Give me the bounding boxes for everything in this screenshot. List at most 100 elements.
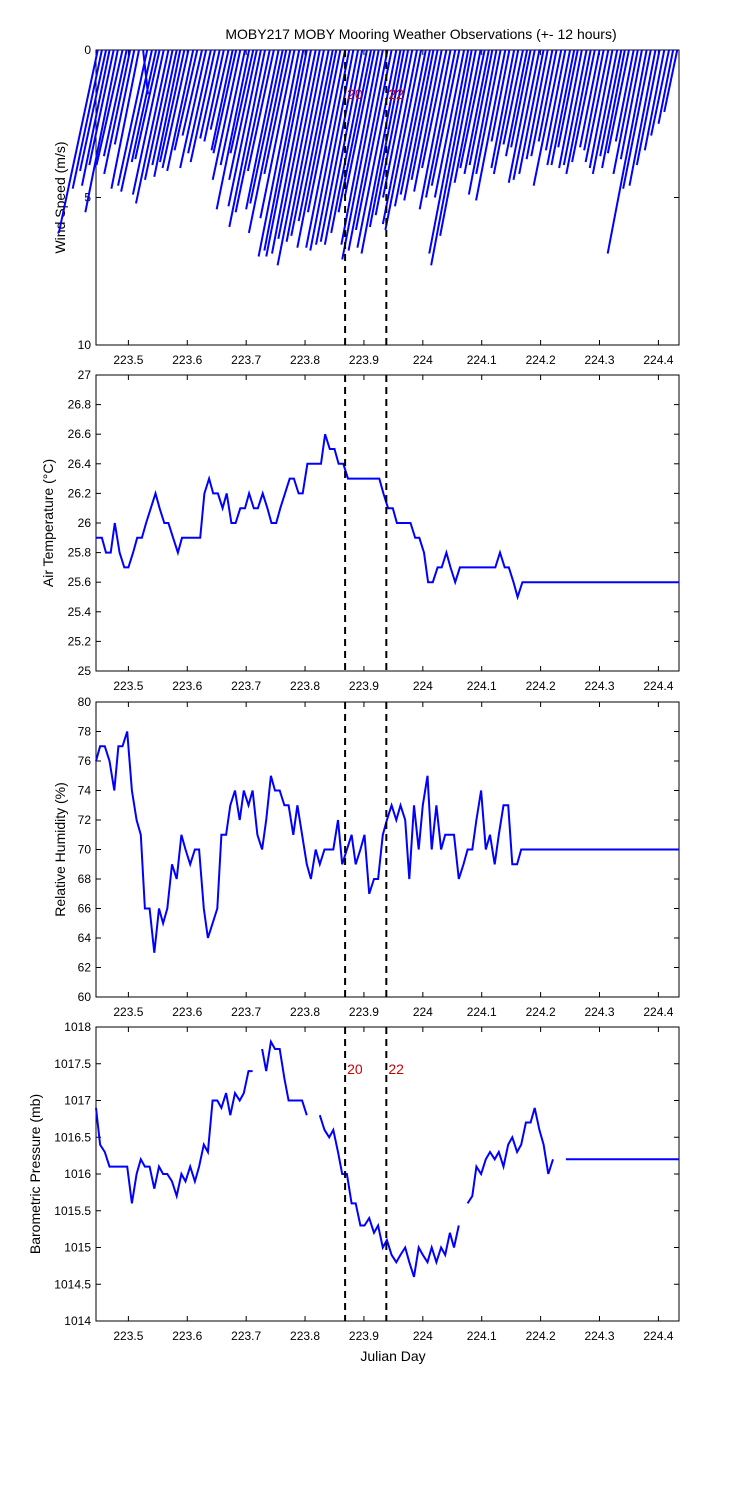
y-tick-label: 0 [84, 43, 91, 57]
wind-stick [428, 49, 470, 254]
y-tick-label: 25.6 [68, 575, 92, 589]
wind-stick [263, 49, 292, 175]
wind-stick [57, 49, 99, 234]
wind-stick [430, 49, 473, 266]
wind-stick [628, 49, 657, 186]
wind-stick [430, 49, 461, 186]
wind-stick [290, 49, 330, 237]
y-tick-label: 1016.5 [54, 1130, 91, 1144]
x-tick-label: 224.2 [526, 679, 556, 693]
y-tick-label: 26 [78, 516, 92, 530]
wind-stick [599, 49, 623, 157]
x-tick-label: 224 [413, 353, 433, 367]
wind-stick [403, 49, 435, 201]
wind-stick [131, 49, 165, 195]
y-tick-label: 72 [78, 813, 92, 827]
wind-stick [277, 49, 317, 239]
y-axis-label: Air Temperature (°C) [40, 459, 56, 587]
x-tick-label: 224.2 [526, 1005, 556, 1019]
event-label: 20 [347, 1061, 363, 1077]
wind-stick [537, 49, 558, 142]
x-axis-label: Julian Day [360, 1348, 425, 1364]
wind-stick [584, 49, 610, 163]
wind-stick [360, 49, 402, 254]
wind-stick [459, 49, 486, 169]
y-tick-label: 25 [78, 664, 92, 678]
x-tick-label: 224.1 [467, 1005, 497, 1019]
y-tick-label: 66 [78, 902, 92, 916]
wind-stick [502, 49, 524, 145]
y-tick-label: 27 [78, 368, 92, 382]
wind-stick [439, 49, 477, 237]
wind-stick [381, 49, 418, 225]
wind-stick [579, 49, 601, 148]
x-tick-label: 224.1 [467, 1329, 497, 1343]
y-axis-label: Relative Humidity (%) [52, 782, 68, 917]
wind-stick [330, 49, 368, 234]
x-tick-label: 223.7 [231, 1005, 261, 1019]
wind-stick [347, 49, 389, 251]
wind-stick [421, 49, 448, 169]
y-tick-label: 25.2 [68, 634, 92, 648]
wind-stick [614, 49, 635, 142]
y-tick-label: 80 [78, 695, 92, 709]
wind-stick [110, 49, 140, 189]
plot-frame [95, 374, 680, 672]
wind-stick [134, 49, 161, 160]
wind-stick [588, 49, 614, 169]
wind-stick [606, 49, 648, 254]
wind-stick [228, 49, 258, 181]
wind-stick [393, 49, 427, 207]
wind-stick [410, 49, 439, 180]
wind-stick [71, 49, 103, 189]
wind-stick [504, 49, 529, 157]
wind-stick [159, 49, 186, 163]
wind-stick [518, 49, 545, 175]
wind-stick [344, 49, 376, 195]
x-tick-label: 224 [413, 679, 433, 693]
y-tick-label: 1014 [64, 1314, 91, 1328]
wind-stick [117, 49, 149, 186]
y-tick-label: 70 [78, 843, 92, 857]
wind-stick [490, 49, 516, 169]
x-tick-label: 224.4 [643, 1005, 673, 1019]
wind-stick [210, 49, 234, 151]
x-tick-label: 223.6 [172, 353, 202, 367]
y-tick-label: 68 [78, 872, 92, 886]
wind-stick [151, 49, 178, 166]
wind-stick [565, 49, 592, 175]
series-line [95, 731, 679, 953]
wind-stick [657, 49, 675, 124]
wind-stick [179, 49, 208, 169]
y-axis-label: Wind Speed (m/s) [52, 141, 68, 253]
y-tick-label: 26.4 [68, 457, 92, 471]
y-tick-label: 60 [78, 990, 92, 1004]
wind-stick [209, 49, 230, 130]
wind-stick [453, 49, 482, 183]
wind-stick [512, 49, 541, 180]
wind-stick [166, 49, 195, 172]
wind-stick [211, 49, 242, 181]
x-tick-label: 224.1 [467, 679, 497, 693]
wind-stick [161, 49, 190, 169]
y-tick-label: 26.6 [68, 427, 92, 441]
x-tick-label: 224.4 [643, 679, 673, 693]
wind-stick [212, 49, 238, 154]
wind-stick [475, 49, 507, 201]
wind-stick [84, 49, 119, 213]
wind-stick [219, 49, 246, 166]
wind-stick [319, 49, 360, 242]
panel-relative_humidity: 223.5 223.6 223.7 223.8 223.9 224 224.1 224.2 22… [52, 695, 680, 1019]
x-tick-label: 223.9 [349, 1329, 379, 1343]
wind-stick [227, 49, 262, 207]
wind-stick [583, 49, 605, 151]
wind-stick [103, 49, 132, 175]
y-tick-label: 1016 [64, 1167, 91, 1181]
y-tick-label: 76 [78, 754, 92, 768]
wind-stick [418, 49, 452, 210]
panel-barometric_pressure: 223.5 223.6 223.7 223.8 223.9 224 224.1 224.2 22… [27, 1020, 680, 1343]
wind-stick [337, 49, 372, 213]
wind-stick [130, 49, 158, 163]
y-tick-label: 1018 [64, 1020, 91, 1034]
